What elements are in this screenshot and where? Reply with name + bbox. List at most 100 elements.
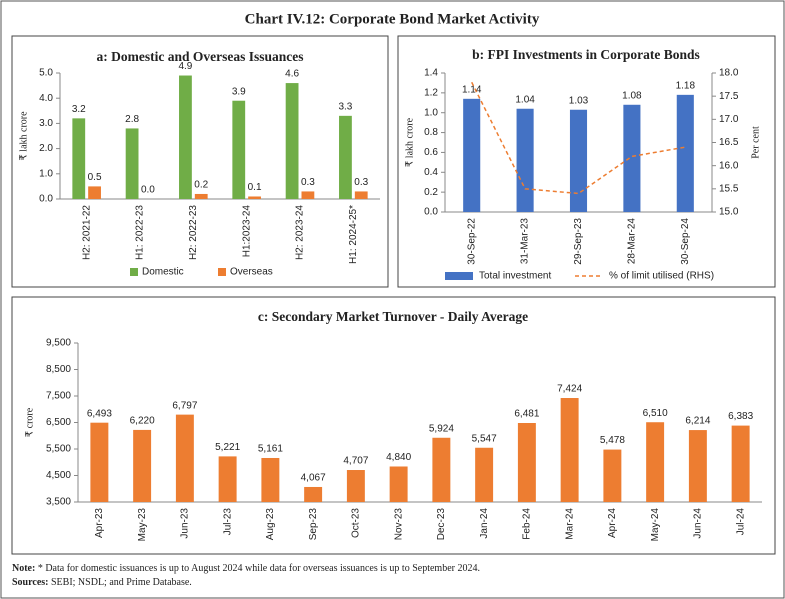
- value-label: 2.8: [125, 114, 139, 125]
- y-tick-label: 1.4: [424, 68, 438, 79]
- value-label: 6,510: [643, 408, 668, 419]
- x-tick-label: 30-Sep-24: [680, 218, 691, 265]
- bar: [688, 430, 707, 502]
- y-tick-label: 5,500: [46, 444, 71, 455]
- y-axis-label: ₹ lakh crore: [404, 117, 415, 167]
- panel-frame: [397, 35, 776, 288]
- y-tick-label: 0.4: [424, 167, 438, 178]
- value-label: 7,424: [557, 384, 582, 395]
- bar: [261, 457, 280, 502]
- y-tick-label: 5.0: [39, 68, 53, 79]
- bar: [72, 118, 86, 199]
- value-label: 5,161: [258, 444, 283, 455]
- bar: [88, 186, 101, 199]
- note: Note: * Data for domestic issuances is u…: [12, 563, 480, 574]
- value-label: 5,547: [472, 433, 497, 444]
- panel-frame: [11, 296, 776, 555]
- value-label: 4.6: [285, 69, 299, 80]
- y-tick-label: 1.0: [39, 168, 53, 179]
- x-tick-label: 31-Mar-23: [520, 218, 531, 265]
- x-tick-label: Jun-24: [693, 508, 704, 539]
- x-tick-label: Aug-23: [265, 508, 276, 541]
- note-text: * Data for domestic issuances is up to A…: [38, 563, 480, 574]
- y2-axis-label: Per cent: [750, 126, 761, 159]
- y-axis-label: ₹ lakh crore: [18, 111, 29, 161]
- x-tick-label: H1: 2024-25*: [348, 205, 359, 264]
- bar: [516, 108, 534, 212]
- bar: [731, 425, 750, 502]
- y-tick-label: 8,500: [46, 364, 71, 375]
- bar: [175, 414, 194, 502]
- x-tick-label: Jul-23: [222, 508, 233, 536]
- y-tick-label: 1.0: [424, 107, 438, 118]
- value-label: 1.14: [462, 84, 482, 95]
- bar: [339, 115, 352, 199]
- y-tick-label: 0.8: [424, 127, 438, 138]
- sources: Sources: SEBI; NSDL; and Prime Database.: [12, 577, 192, 588]
- x-tick-label: H2: 2023-24: [295, 205, 306, 260]
- y-axis-label: ₹ crore: [24, 407, 35, 437]
- chart-title: b: FPI Investments in Corporate Bonds: [472, 47, 700, 62]
- value-label: 1.18: [676, 80, 696, 91]
- value-label: 4,840: [386, 452, 411, 463]
- y-tick-label: 6,500: [46, 417, 71, 428]
- legend-swatch: [445, 272, 473, 280]
- value-label: 0.5: [88, 172, 102, 183]
- y2-tick-label: 17.0: [719, 114, 739, 125]
- value-label: 3.3: [338, 101, 352, 112]
- bar: [218, 456, 237, 502]
- y2-tick-label: 16.5: [719, 137, 739, 148]
- x-tick-label: Sep-23: [308, 508, 319, 541]
- bar: [232, 100, 246, 199]
- bar: [463, 98, 481, 212]
- value-label: 5,478: [600, 435, 625, 446]
- x-tick-label: 28-Mar-24: [627, 218, 638, 265]
- legend-label: % of limit utilised (RHS): [609, 271, 714, 282]
- value-label: 5,924: [429, 423, 454, 434]
- bar: [560, 398, 579, 502]
- x-tick-label: Jul-24: [735, 508, 746, 536]
- value-label: 0.0: [141, 185, 155, 196]
- bar: [125, 128, 139, 199]
- bar: [133, 429, 152, 502]
- bar: [301, 191, 315, 199]
- y-tick-label: 4.0: [39, 93, 53, 104]
- legend-label: Total investment: [479, 271, 551, 282]
- bar: [354, 191, 368, 199]
- y-tick-label: 7,500: [46, 391, 71, 402]
- value-label: 0.3: [301, 177, 315, 188]
- chart-title: a: Domestic and Overseas Issuances: [97, 49, 304, 64]
- x-tick-label: H1: 2022-23: [135, 205, 146, 260]
- y2-tick-label: 17.5: [719, 91, 739, 102]
- legend-label: Overseas: [230, 267, 273, 278]
- bar: [569, 109, 588, 212]
- value-label: 5,221: [215, 442, 240, 453]
- y-tick-label: 0.6: [424, 147, 438, 158]
- value-label: 3.2: [72, 104, 86, 115]
- y-tick-label: 0.2: [424, 187, 438, 198]
- x-tick-label: Jan-24: [479, 508, 490, 539]
- bar: [194, 193, 208, 199]
- value-label: 0.2: [194, 180, 208, 191]
- value-label: 4,067: [301, 473, 326, 484]
- bar: [603, 449, 622, 502]
- y-tick-label: 4,500: [46, 470, 71, 481]
- value-label: 6,383: [728, 411, 753, 422]
- value-label: 1.08: [622, 90, 642, 101]
- value-label: 6,481: [514, 409, 539, 420]
- panel-frame: [11, 35, 389, 288]
- y-tick-label: 3.0: [39, 118, 53, 129]
- value-label: 0.1: [248, 182, 262, 193]
- x-tick-label: Apr-23: [94, 508, 105, 538]
- y2-tick-label: 16.0: [719, 160, 739, 171]
- y2-tick-label: 15.5: [719, 183, 739, 194]
- value-label: 1.03: [569, 95, 589, 106]
- bar: [179, 75, 192, 199]
- y-tick-label: 3,500: [46, 497, 71, 508]
- sources-text: SEBI; NSDL; and Prime Database.: [51, 577, 192, 588]
- x-tick-label: May-24: [650, 508, 661, 542]
- x-tick-label: Nov-23: [393, 508, 404, 541]
- sources-label: Sources:: [12, 577, 48, 588]
- line-series: [471, 81, 686, 195]
